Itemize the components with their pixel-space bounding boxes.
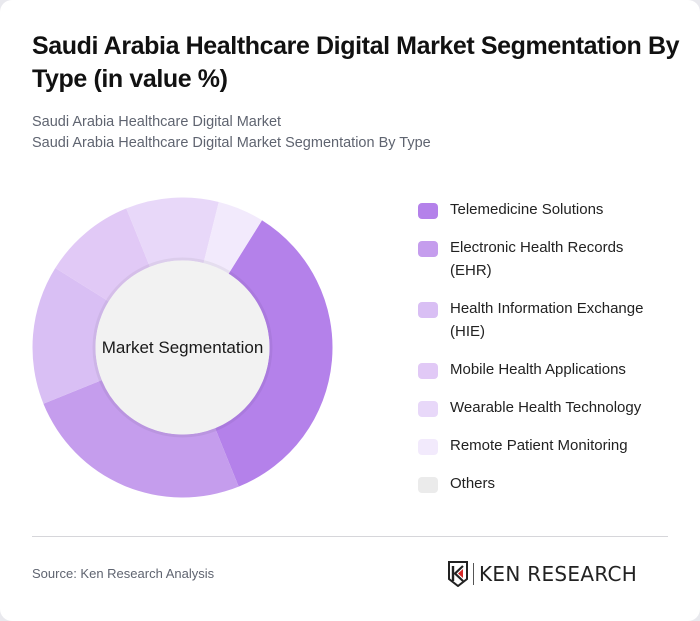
chart-title: Saudi Arabia Healthcare Digital Market S… [32,32,680,93]
donut-svg [32,197,333,498]
legend-item-hie[interactable]: Health Information Exchange (HIE) [418,297,688,343]
legend-label: Wearable Health Technology [450,399,642,416]
source-note: Source: Ken Research Analysis [32,566,215,581]
legend-swatch [418,401,438,417]
legend-swatch [418,477,438,493]
ken-research-logo: KEN RESEARCH [447,560,637,588]
donut-center [95,260,270,435]
legend-label: Telemedicine Solutions [450,201,604,218]
donut-segment[interactable] [126,197,219,267]
legend-item-ehr[interactable]: Electronic Health Records (EHR) [418,236,688,282]
legend-item-wearable[interactable]: Wearable Health Technology [418,396,688,419]
legend-label: Others [450,475,496,492]
legend-item-mobile-health[interactable]: Mobile Health Applications [418,358,688,381]
legend-item-telemedicine[interactable]: Telemedicine Solutions [418,198,688,221]
legend-swatch [418,203,438,219]
legend-swatch [418,241,438,257]
chart-subtitle: Saudi Arabia Healthcare Digital Market S… [32,112,672,154]
legend-swatch [418,302,438,318]
logo-separator [473,563,474,585]
legend-label: Health Information Exchange (HIE) [450,300,644,340]
donut-chart: Market Segmentation [30,195,335,500]
donut-segment[interactable] [43,380,239,498]
legend: Telemedicine Solutions Electronic Health… [418,198,688,510]
legend-item-others[interactable]: Others [418,472,688,495]
legend-swatch [418,439,438,455]
legend-label: Remote Patient Monitoring [450,437,628,454]
logo-wordmark: KEN RESEARCH [479,562,638,586]
footer-divider [32,536,668,537]
legend-item-remote-monitoring[interactable]: Remote Patient Monitoring [418,434,688,457]
donut-segment[interactable] [203,201,262,274]
subtitle-line-1: Saudi Arabia Healthcare Digital Market [32,114,282,130]
donut-segment[interactable] [32,268,109,404]
legend-swatch [418,363,438,379]
donut-segment[interactable] [215,220,333,487]
legend-label: Electronic Health Records (EHR) [450,239,624,279]
subtitle-line-2: Saudi Arabia Healthcare Digital Market S… [32,135,431,151]
legend-label: Mobile Health Applications [450,361,626,378]
donut-segment[interactable] [55,208,150,302]
ken-research-logo-icon [448,561,468,587]
